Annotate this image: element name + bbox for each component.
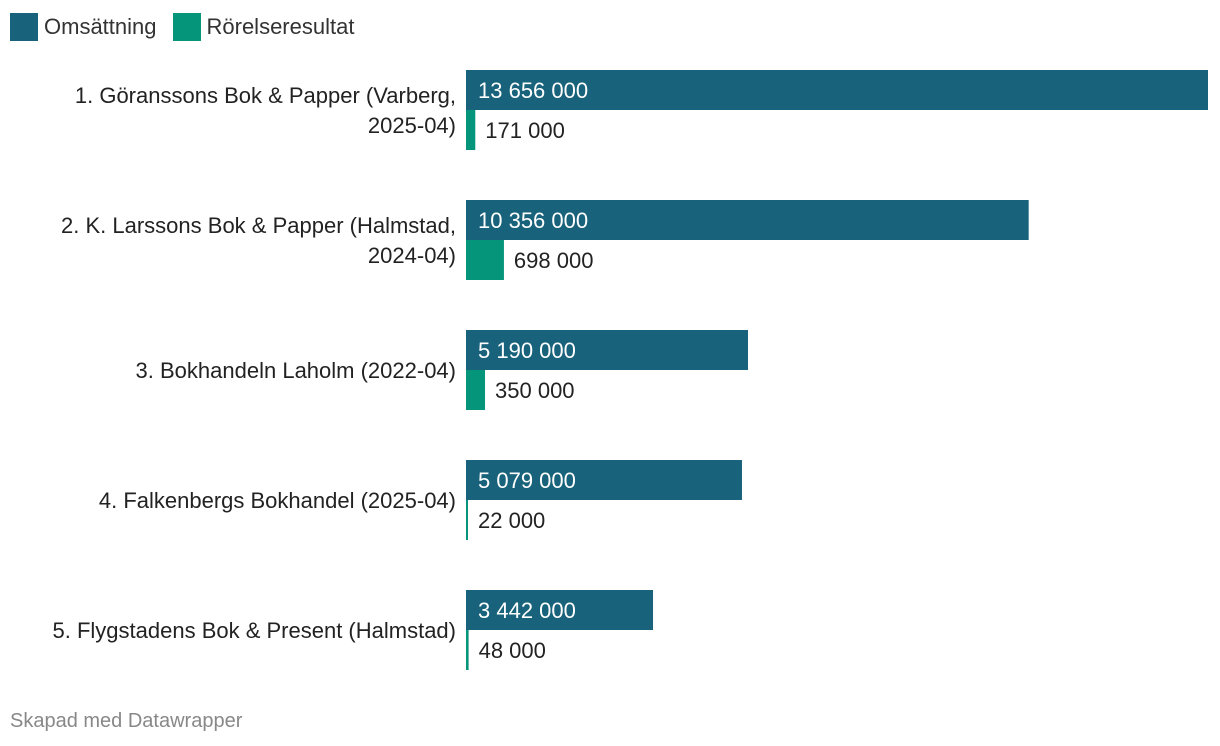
bar-revenue — [466, 590, 654, 630]
category-label: 1. Göranssons Bok & Papper (Varberg, 2025… — [75, 83, 456, 138]
category-label: 2. K. Larssons Bok & Papper (Halmstad, 20… — [61, 213, 456, 268]
legend-swatch-revenue — [10, 13, 38, 41]
value-label-revenue: 13 656 000 — [478, 78, 588, 103]
category-label: 5. Flygstadens Bok & Present (Halmstad) — [53, 618, 457, 643]
bar-result — [466, 110, 476, 150]
bar-result — [466, 500, 468, 540]
bar-revenue — [466, 200, 1029, 240]
category-label: 4. Falkenbergs Bokhandel (2025-04) — [99, 488, 456, 513]
footer-credit: Skapad med Datawrapper — [10, 710, 243, 732]
legend-label-revenue: Omsättning — [44, 14, 157, 39]
bar-revenue — [466, 330, 748, 370]
value-label-revenue: 5 079 000 — [478, 468, 576, 493]
legend-item-result: Rörelseresultat — [172, 13, 355, 41]
legend-item-revenue: Omsättning — [10, 13, 157, 41]
legend-label-result: Rörelseresultat — [206, 14, 355, 39]
bar-result — [466, 370, 486, 410]
value-label-revenue: 3 442 000 — [478, 598, 576, 623]
value-label-revenue: 5 190 000 — [478, 338, 576, 363]
category-label: 3. Bokhandeln Laholm (2022-04) — [136, 358, 456, 383]
bar-chart: 1. Göranssons Bok & Papper (Varberg, 2025… — [53, 70, 1208, 670]
bar-result — [466, 630, 469, 670]
legend-swatch-result — [172, 13, 201, 41]
chart-legend: Omsättning Rörelseresultat — [10, 13, 370, 41]
value-label-result: 48 000 — [479, 638, 546, 663]
value-label-result: 350 000 — [495, 378, 575, 403]
value-label-result: 22 000 — [478, 508, 545, 533]
value-label-revenue: 10 356 000 — [478, 208, 588, 233]
value-label-result: 698 000 — [514, 248, 594, 273]
bar-revenue — [466, 460, 742, 500]
bar-revenue — [466, 70, 1208, 110]
value-label-result: 171 000 — [485, 118, 565, 143]
bar-result — [466, 240, 504, 280]
